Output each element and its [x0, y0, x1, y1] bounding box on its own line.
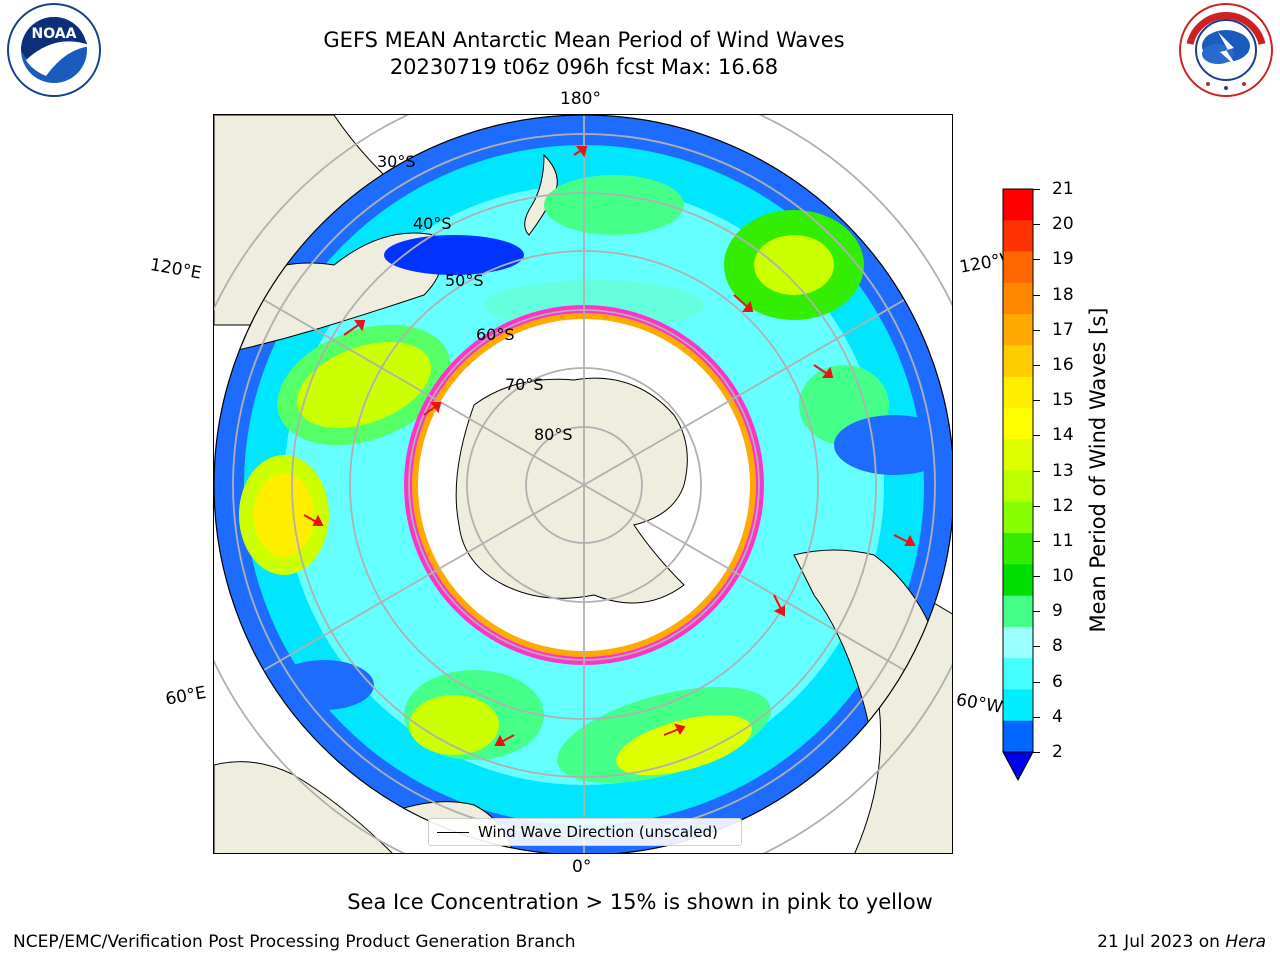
colorbar-segment: [1003, 189, 1033, 221]
footer-host: Hera: [1225, 932, 1266, 952]
colorbar-gradient: [1002, 188, 1034, 782]
colorbar-segment: [1003, 470, 1033, 503]
lon-label-180: 180°: [560, 89, 601, 109]
colorbar-tick-mark: [1033, 435, 1040, 437]
colorbar-tick-mark: [1033, 470, 1040, 472]
noaa-logo-icon: NOAA: [6, 2, 102, 98]
colorbar-segment: [1003, 658, 1033, 690]
colorbar-tick-mark: [1033, 259, 1040, 261]
colorbar-tick-mark: [1033, 189, 1040, 190]
lat-label-60s: 60°S: [476, 325, 515, 344]
colorbar-tick-mark: [1033, 294, 1040, 296]
colorbar-tick-label: 19: [1052, 249, 1074, 270]
map-canvas: [214, 115, 952, 853]
colorbar-segment: [1003, 407, 1033, 440]
colorbar-segment: [1003, 689, 1033, 722]
colorbar-segment: [1003, 314, 1033, 346]
lat-label-70s: 70°S: [505, 375, 544, 394]
colorbar-extend-arrow: [1002, 751, 1034, 782]
footer-credit: NCEP/EMC/Verification Post Processing Pr…: [13, 932, 576, 952]
colorbar-tick-mark: [1033, 611, 1040, 613]
colorbar-tick-mark: [1033, 505, 1040, 507]
colorbar-tick-label: 18: [1052, 284, 1074, 305]
chart-title: GEFS MEAN Antarctic Mean Period of Wind …: [323, 28, 845, 52]
colorbar-tick-label: 14: [1052, 425, 1074, 446]
nws-logo-icon: [1178, 2, 1274, 98]
colorbar-tick-label: 16: [1052, 354, 1074, 375]
lon-label-120e: 120°E: [148, 255, 203, 284]
colorbar-tick-mark: [1033, 224, 1040, 226]
colorbar-segment: [1003, 564, 1033, 597]
colorbar-segment: [1003, 376, 1033, 409]
colorbar-tick-label: 12: [1052, 495, 1074, 516]
map-legend: Wind Wave Direction (unscaled): [428, 818, 742, 846]
lat-label-80s: 80°S: [534, 425, 573, 444]
colorbar-label: Mean Period of Wind Waves [s]: [1086, 307, 1110, 633]
colorbar-segment: [1003, 720, 1033, 753]
colorbar-tick-mark: [1033, 400, 1040, 402]
colorbar-tick-label: 9: [1052, 601, 1063, 622]
sea-ice-caption: Sea Ice Concentration > 15% is shown in …: [347, 890, 933, 914]
lon-label-60w: 60°W: [954, 690, 1005, 718]
colorbar-tick-mark: [1033, 681, 1040, 683]
colorbar-segment: [1003, 345, 1033, 378]
lat-label-50s: 50°S: [445, 271, 484, 290]
polar-map: 30°S 40°S 50°S 60°S 70°S 80°S: [213, 114, 953, 854]
colorbar-tick-label: 13: [1052, 460, 1074, 481]
svg-text:NOAA: NOAA: [32, 26, 77, 42]
colorbar-tick-label: 4: [1052, 706, 1063, 727]
chart-subtitle: 20230719 t06z 096h fcst Max: 16.68: [389, 55, 779, 79]
colorbar-segment: [1003, 220, 1033, 253]
legend-line-swatch: [437, 832, 469, 833]
colorbar-tick-mark: [1033, 716, 1040, 718]
colorbar-segment: [1003, 533, 1033, 565]
legend-label: Wind Wave Direction (unscaled): [478, 823, 718, 841]
colorbar-tick-label: 17: [1052, 319, 1074, 340]
colorbar-segment: [1003, 501, 1033, 534]
colorbar-tick-mark: [1033, 364, 1040, 366]
colorbar-tick-label: 11: [1052, 530, 1074, 551]
lat-label-30s: 30°S: [377, 152, 416, 171]
colorbar: [1002, 188, 1034, 782]
lon-label-60e: 60°E: [164, 682, 208, 710]
colorbar-tick-label: 15: [1052, 390, 1074, 411]
colorbar-segment: [1003, 439, 1033, 471]
colorbar-segment: [1003, 595, 1033, 628]
colorbar-tick-mark: [1033, 540, 1040, 542]
colorbar-tick-mark: [1033, 329, 1040, 331]
colorbar-tick-label: 10: [1052, 566, 1074, 587]
colorbar-tick-mark: [1033, 752, 1040, 753]
lon-label-0: 0°: [572, 857, 592, 877]
colorbar-tick-label: 2: [1052, 742, 1063, 762]
colorbar-segment: [1003, 282, 1033, 315]
footer-date-text: 21 Jul 2023 on: [1097, 932, 1226, 952]
colorbar-segment: [1003, 626, 1033, 659]
colorbar-tick-mark: [1033, 646, 1040, 648]
colorbar-tick-label: 20: [1052, 214, 1074, 235]
colorbar-tick-label: 8: [1052, 636, 1063, 657]
lat-label-40s: 40°S: [413, 214, 452, 233]
colorbar-tick-label: 21: [1052, 179, 1074, 199]
footer-date: 21 Jul 2023 on Hera: [1097, 932, 1266, 952]
colorbar-segment: [1003, 251, 1033, 284]
colorbar-tick-mark: [1033, 576, 1040, 578]
colorbar-tick-label: 6: [1052, 671, 1063, 692]
